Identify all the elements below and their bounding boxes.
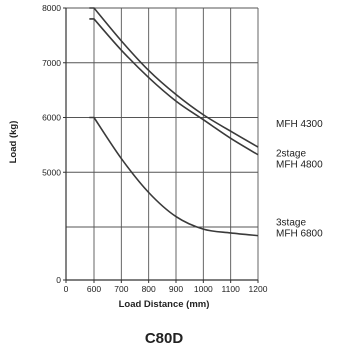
x-tick-label: 1200 [249,284,268,294]
axis-layer: 0 600 700 800 900 1000 1100 1200 0 5000 6000 7000 80… [42,3,268,294]
x-tick-label: 700 [114,284,128,294]
series-label-line: MFH 4800 [276,160,323,171]
x-tick-label: 800 [142,284,156,294]
y-tick-label: 8000 [42,3,61,13]
y-tick-label: 0 [56,275,61,285]
y-tick-label: 7000 [42,58,61,68]
chart-title: C80D [145,330,184,347]
x-axis-title: Load Distance (mm) [119,299,210,310]
x-tick-label: 0 [64,284,69,294]
y-tick-label: 5000 [42,167,61,177]
series-label-line: MFH 4300 [276,119,323,130]
x-tick-label: 1100 [222,284,241,294]
series-line [89,116,259,237]
series-label-line: 2stage [276,149,306,160]
series-label: 3stage MFH 6800 [276,218,323,240]
x-tick-label: 900 [169,284,183,294]
series-line [89,7,259,148]
x-tick-label: 1000 [194,284,213,294]
series-label-line: MFH 6800 [276,229,323,240]
grid-layer [66,7,259,280]
series-label: MFH 4300 [276,119,323,130]
x-tick-label: 600 [87,284,101,294]
series-layer [89,7,259,237]
series-line [89,18,259,156]
y-tick-label: 6000 [42,113,61,123]
series-label-line: 3stage [276,218,306,229]
series-label: 2stage MFH 4800 [276,149,323,171]
y-axis-title: Load (kg) [8,121,19,164]
label-layer: MFH 4300 2stage MFH 4800 3stage MFH 6800 [276,119,323,240]
